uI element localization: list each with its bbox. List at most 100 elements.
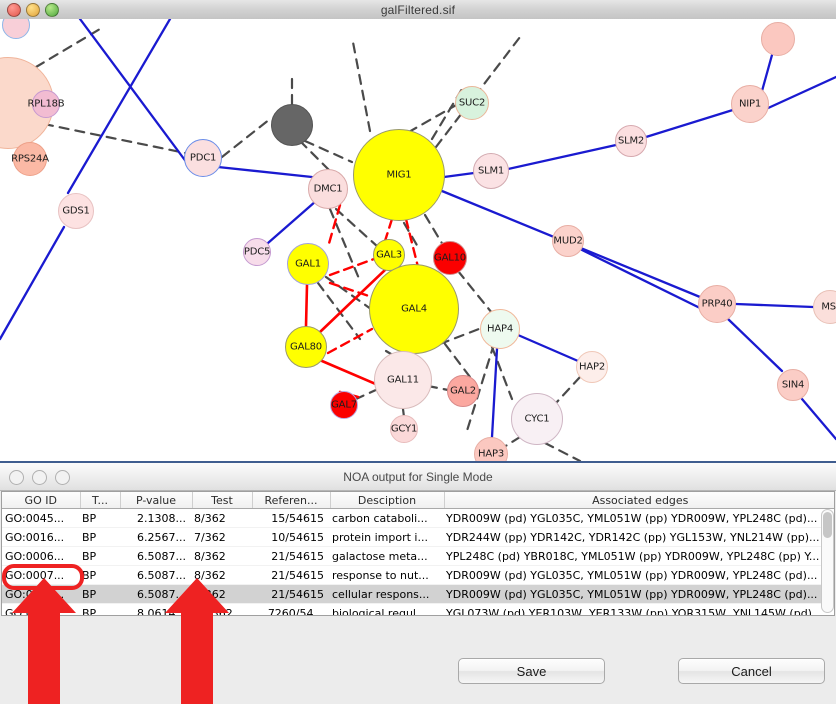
cell-pvalue[interactable]: 2.1308...	[120, 508, 192, 528]
cell-edges[interactable]: YGL073W (pd) YER103W, YER133W (pp) YOR31…	[444, 603, 834, 615]
cell-reference[interactable]: 7260/54...	[252, 603, 330, 615]
cell-test[interactable]: 8/362	[192, 584, 252, 604]
window-controls[interactable]	[7, 3, 59, 17]
minimize-icon[interactable]	[26, 3, 40, 17]
network-node-prp40[interactable]	[698, 285, 736, 323]
zoom-icon[interactable]	[55, 470, 70, 485]
network-node-rpl18b[interactable]	[32, 90, 60, 118]
cell-pvalue[interactable]: 6.5087...	[120, 565, 192, 585]
network-node-nip1[interactable]	[731, 85, 769, 123]
cell-go-id[interactable]: GO:0006...	[2, 546, 80, 566]
network-node-hap3[interactable]	[474, 437, 508, 461]
column-header-p-value[interactable]: P-value	[120, 492, 193, 509]
network-node-cyc1[interactable]	[511, 393, 563, 445]
network-node-gal2[interactable]	[447, 375, 479, 407]
cell-reference[interactable]: 21/54615	[252, 584, 330, 604]
cell-description[interactable]: response to nut...	[330, 565, 444, 585]
cell-description[interactable]: carbon cataboli...	[330, 508, 444, 528]
cell-reference[interactable]: 15/54615	[252, 508, 330, 528]
cell-edges[interactable]: YDR009W (pd) YGL035C, YML051W (pp) YDR00…	[444, 565, 834, 585]
cell-test[interactable]: 8/362	[192, 508, 252, 528]
network-node[interactable]	[271, 104, 313, 146]
cell-go-id[interactable]: GO:0016...	[2, 527, 80, 547]
cell-type[interactable]: BP	[80, 508, 120, 528]
cell-test[interactable]: 94/362	[192, 603, 252, 615]
results-table-container[interactable]: GO ID T... P-value Test Referen... Desci…	[1, 491, 835, 616]
table-row[interactable]: GO:0006... BP 6.5087... 8/362 21/54615 galact…	[2, 546, 834, 566]
node-label-slm1: SLM1	[477, 165, 505, 177]
cell-pvalue[interactable]: 6.5087...	[120, 584, 192, 604]
close-icon[interactable]	[9, 470, 24, 485]
network-node-pdc1[interactable]	[184, 139, 222, 177]
network-node-gal10[interactable]	[433, 241, 467, 275]
minimize-icon[interactable]	[32, 470, 47, 485]
network-node-gal7[interactable]	[330, 391, 358, 419]
column-header-go-id[interactable]: GO ID	[2, 492, 81, 509]
table-row[interactable]: GO:0016... BP 6.2567... 7/362 10/54615 protei…	[2, 527, 834, 547]
network-node-gal11[interactable]	[374, 351, 432, 409]
cell-go-id[interactable]: GO:0007...	[2, 565, 80, 585]
scrollbar-thumb[interactable]	[823, 512, 832, 538]
network-node[interactable]	[761, 22, 795, 56]
cell-type[interactable]: BP	[80, 527, 120, 547]
cell-reference[interactable]: 10/54615	[252, 527, 330, 547]
cell-reference[interactable]: 21/54615	[252, 546, 330, 566]
cell-description[interactable]: cellular respons...	[330, 584, 444, 604]
cell-edges[interactable]: YDR244W (pp) YDR142C, YDR142C (pp) YGL15…	[444, 527, 834, 547]
cell-edges[interactable]: YDR009W (pd) YGL035C, YML051W (pp) YDR00…	[444, 508, 834, 528]
cell-go-id[interactable]: GO:0065...	[2, 603, 80, 615]
cell-test[interactable]: 8/362	[192, 546, 252, 566]
cell-edges[interactable]: YPL248C (pd) YBR018C, YML051W (pp) YDR00…	[444, 546, 834, 566]
network-node-gds1[interactable]	[58, 193, 94, 229]
network-node-slm1[interactable]	[473, 153, 509, 189]
network-node-mig1[interactable]	[353, 129, 445, 221]
cell-description[interactable]: biological regul...	[330, 603, 444, 615]
table-row[interactable]: GO:0007... BP 6.5087... 8/362 21/54615 respon…	[2, 565, 834, 585]
cell-type[interactable]: BP	[80, 603, 120, 615]
network-canvas[interactable]: RPL18B RPS24A GDS1 PDC1 PDC5 DMC1 MIG1 SUC2 SLM1…	[0, 19, 836, 461]
column-header-test[interactable]: Test	[192, 492, 253, 509]
network-node-rps24a[interactable]	[13, 142, 47, 176]
save-button[interactable]: Save	[458, 658, 605, 684]
cell-go-id[interactable]: GO:0045...	[2, 508, 80, 528]
network-node-pdc5[interactable]	[243, 238, 271, 266]
column-header-type[interactable]: T...	[80, 492, 121, 509]
network-node-gal80[interactable]	[285, 326, 327, 368]
network-node-slm2[interactable]	[615, 125, 647, 157]
table-row[interactable]: GO:0031... BP 6.5087... 8/362 21/54615 cellul…	[2, 584, 834, 604]
network-node-gal1[interactable]	[287, 243, 329, 285]
cell-go-id[interactable]: GO:0031...	[2, 584, 80, 604]
table-row[interactable]: GO:0045... BP 2.1308... 8/362 15/54615 carbon…	[2, 508, 834, 528]
cell-description[interactable]: galactose meta...	[330, 546, 444, 566]
table-row[interactable]: GO:0065... BP 8.0614... 94/362 7260/54... bio…	[2, 603, 834, 615]
network-node-dmc1[interactable]	[308, 169, 348, 209]
table-body[interactable]: GO:0045... BP 2.1308... 8/362 15/54615 carbon…	[2, 508, 834, 615]
cell-reference[interactable]: 21/54615	[252, 565, 330, 585]
network-node-gcy1[interactable]	[390, 415, 418, 443]
network-node-hap4[interactable]	[480, 309, 520, 349]
network-node-hap2[interactable]	[576, 351, 608, 383]
network-node-gal4[interactable]	[369, 264, 459, 354]
cell-type[interactable]: BP	[80, 565, 120, 585]
column-header-associated-edges[interactable]: Associated edges	[444, 492, 834, 509]
cell-pvalue[interactable]: 6.5087...	[120, 546, 192, 566]
network-node-suc2[interactable]	[455, 86, 489, 120]
zoom-icon[interactable]	[45, 3, 59, 17]
cell-test[interactable]: 7/362	[192, 527, 252, 547]
cell-pvalue[interactable]: 6.2567...	[120, 527, 192, 547]
table-vertical-scrollbar[interactable]	[821, 509, 834, 613]
cancel-button[interactable]: Cancel	[678, 658, 825, 684]
network-node-sin4[interactable]	[777, 369, 809, 401]
results-table[interactable]: GO ID T... P-value Test Referen... Desci…	[2, 492, 834, 615]
noa-window-controls[interactable]	[9, 470, 70, 485]
column-header-reference[interactable]: Referen...	[252, 492, 331, 509]
column-header-description[interactable]: Desciption	[330, 492, 445, 509]
cell-type[interactable]: BP	[80, 584, 120, 604]
cell-edges[interactable]: YDR009W (pd) YGL035C, YML051W (pp) YDR00…	[444, 584, 834, 604]
cell-type[interactable]: BP	[80, 546, 120, 566]
network-node-mud2[interactable]	[552, 225, 584, 257]
cell-test[interactable]: 8/362	[192, 565, 252, 585]
close-icon[interactable]	[7, 3, 21, 17]
cell-pvalue[interactable]: 8.0614...	[120, 603, 192, 615]
cell-description[interactable]: protein import i...	[330, 527, 444, 547]
